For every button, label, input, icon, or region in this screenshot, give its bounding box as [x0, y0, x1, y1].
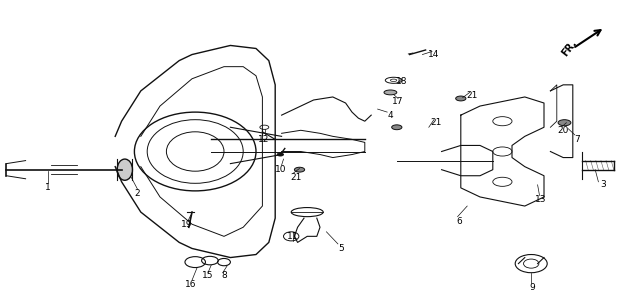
- Text: 14: 14: [428, 50, 440, 59]
- Text: 4: 4: [388, 111, 393, 120]
- Text: 21: 21: [290, 173, 301, 182]
- Text: 12: 12: [258, 135, 269, 144]
- Text: FR.: FR.: [560, 38, 579, 59]
- Ellipse shape: [117, 159, 132, 180]
- Text: 16: 16: [185, 280, 196, 289]
- Text: 17: 17: [392, 97, 404, 106]
- Text: 1: 1: [45, 183, 51, 192]
- Text: 10: 10: [275, 165, 286, 174]
- Ellipse shape: [456, 96, 466, 101]
- Text: 13: 13: [535, 195, 547, 205]
- Text: 3: 3: [601, 180, 606, 189]
- Text: 18: 18: [396, 77, 408, 86]
- Text: 11: 11: [287, 232, 299, 241]
- Ellipse shape: [277, 153, 284, 156]
- Text: 15: 15: [202, 271, 214, 280]
- Text: 8: 8: [221, 271, 227, 280]
- Ellipse shape: [558, 120, 571, 126]
- Ellipse shape: [294, 167, 305, 172]
- Text: 9: 9: [530, 283, 535, 292]
- Text: 21: 21: [467, 91, 478, 100]
- Text: 5: 5: [339, 244, 344, 253]
- Ellipse shape: [384, 90, 397, 95]
- Text: 7: 7: [575, 135, 580, 144]
- Text: 21: 21: [431, 118, 442, 127]
- Text: 2: 2: [135, 189, 140, 198]
- Text: 6: 6: [457, 217, 462, 226]
- Text: 20: 20: [557, 126, 569, 135]
- Ellipse shape: [392, 125, 402, 130]
- Text: 19: 19: [181, 220, 193, 229]
